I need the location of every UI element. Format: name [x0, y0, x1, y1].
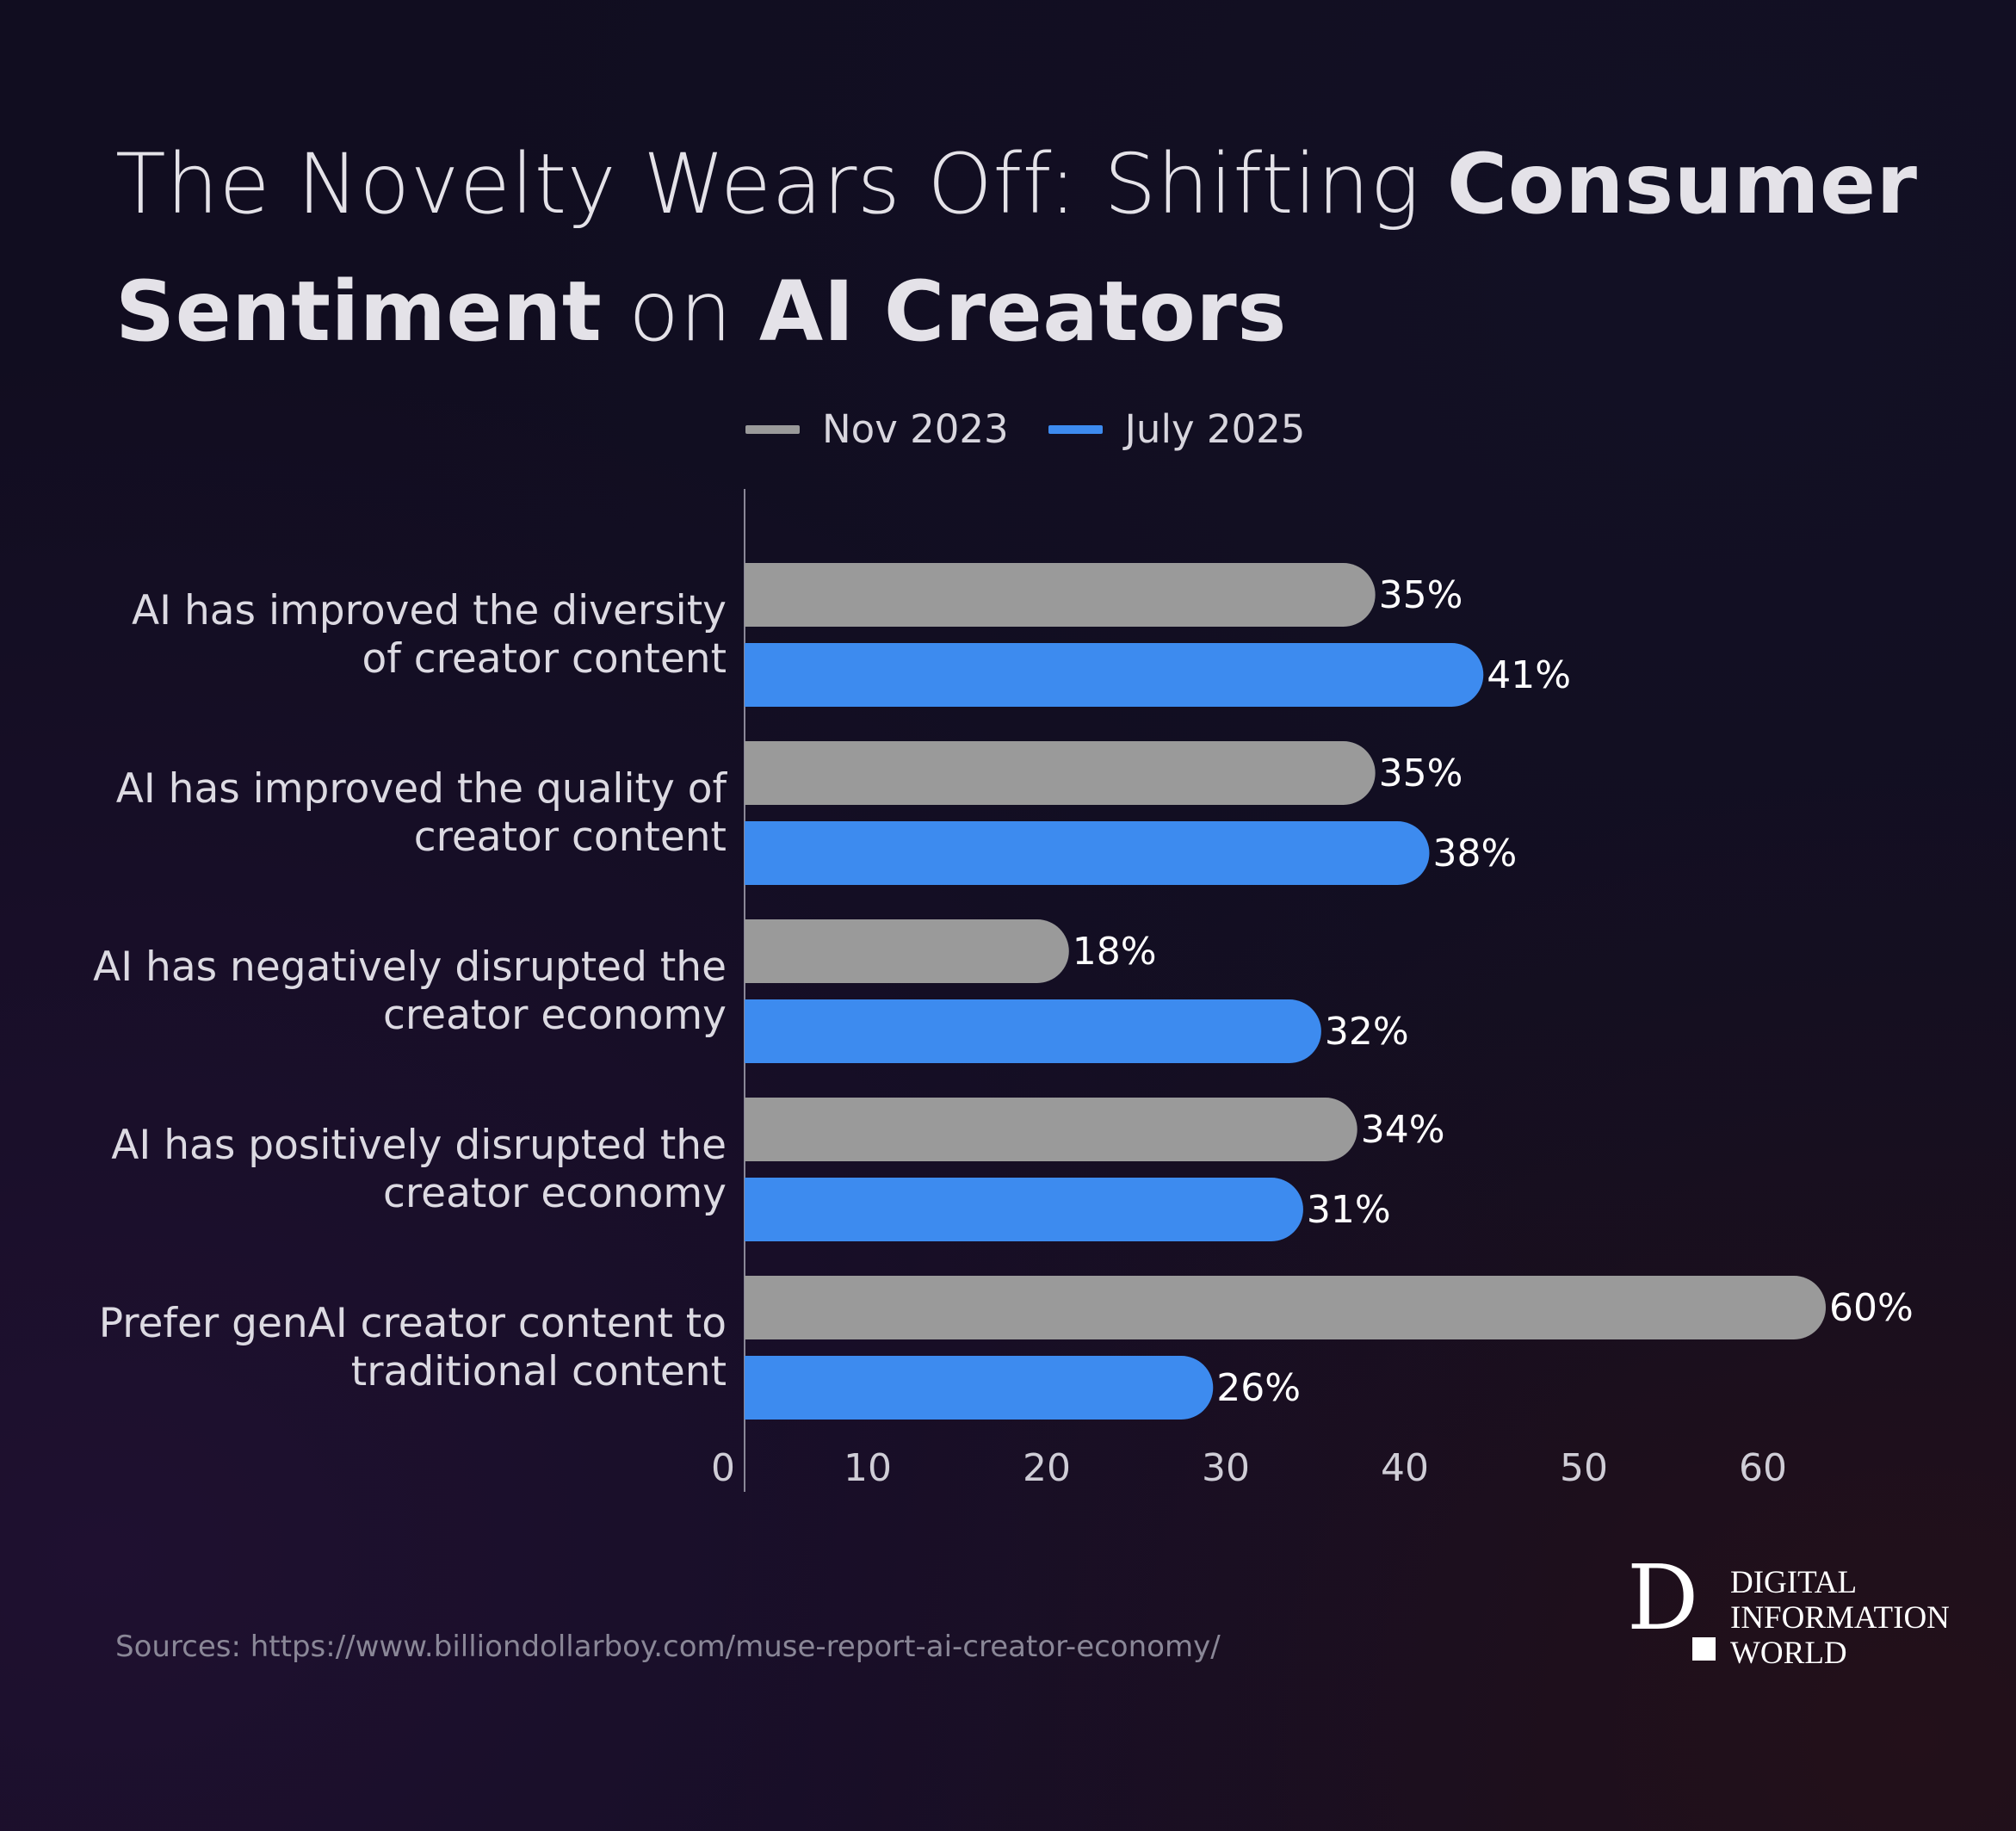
chart-title: The Novelty Wears Off: Shifting Consumer…	[115, 121, 2016, 375]
legend-item-july-2025: July 2025	[1048, 406, 1306, 452]
legend-item-nov-2023: Nov 2023	[745, 406, 1009, 452]
logo-text: DIGITAL INFORMATION WORLD	[1730, 1565, 1950, 1671]
bar-nov-2023	[745, 563, 1376, 627]
category-label-line: AI has positively disrupted the	[111, 1122, 727, 1169]
category-label-line: creator content	[413, 813, 727, 861]
bar-july-2025	[745, 643, 1484, 707]
category-label: AI has improved the quality of creator co…	[72, 765, 727, 862]
category-label-line: AI has improved the diversity	[131, 587, 727, 634]
source-text: Sources: https://www.billiondollarboy.co…	[115, 1630, 1221, 1664]
bar-july-2025	[745, 999, 1321, 1063]
bar-july-2025	[745, 1178, 1303, 1241]
category-label: AI has negatively disrupted the creator e…	[72, 943, 727, 1040]
data-label: 34%	[1361, 1108, 1445, 1152]
data-label: 31%	[1307, 1188, 1391, 1232]
legend: Nov 2023 July 2025	[745, 406, 1345, 452]
bar-nov-2023	[745, 919, 1069, 983]
category-label-line: Prefer genAI creator content to	[98, 1300, 727, 1347]
category-label: AI has improved the diversity of creator …	[72, 587, 727, 684]
category-label: Prefer genAI creator content to tradition…	[72, 1300, 727, 1396]
legend-swatch	[745, 424, 800, 434]
data-label: 18%	[1073, 930, 1157, 974]
logo-square	[1692, 1637, 1716, 1661]
x-tick-label: 0	[711, 1446, 735, 1490]
category-label-line: of creator content	[362, 635, 727, 683]
bar-july-2025	[745, 821, 1430, 885]
bar-nov-2023	[745, 1276, 1826, 1339]
category-label: AI has positively disrupted the creator e…	[72, 1122, 727, 1218]
x-tick-label: 30	[1202, 1446, 1250, 1490]
legend-label: Nov 2023	[822, 406, 1009, 452]
x-tick-label: 50	[1560, 1446, 1608, 1490]
title-part: The Novelty Wears Off: Shifting	[115, 136, 1447, 232]
bar-july-2025	[745, 1356, 1214, 1420]
title-part: on	[602, 263, 759, 360]
data-label: 38%	[1432, 832, 1517, 875]
title-bold-part: AI Creators	[758, 263, 1287, 360]
data-label: 26%	[1216, 1366, 1301, 1410]
x-tick-label: 60	[1739, 1446, 1787, 1490]
title-bold-part: Consumer Sentiment	[115, 136, 1918, 360]
x-tick-label: 20	[1023, 1446, 1071, 1490]
data-label: 35%	[1379, 752, 1463, 795]
category-label-line: AI has negatively disrupted the	[93, 943, 727, 991]
data-label: 60%	[1829, 1286, 1914, 1330]
category-label-line: traditional content	[350, 1348, 727, 1395]
logo-letter: D	[1627, 1545, 1699, 1650]
legend-label: July 2025	[1124, 406, 1306, 452]
bar-nov-2023	[745, 741, 1376, 805]
x-tick-label: 10	[844, 1446, 892, 1490]
data-label: 35%	[1379, 573, 1463, 617]
category-label-line: creator economy	[383, 1170, 727, 1217]
legend-swatch	[1048, 424, 1103, 434]
data-label: 32%	[1325, 1010, 1409, 1054]
bar-nov-2023	[745, 1098, 1357, 1161]
x-tick-label: 40	[1381, 1446, 1429, 1490]
category-label-line: creator economy	[383, 992, 727, 1039]
category-label-line: AI has improved the quality of	[115, 765, 727, 813]
data-label: 41%	[1487, 653, 1571, 697]
